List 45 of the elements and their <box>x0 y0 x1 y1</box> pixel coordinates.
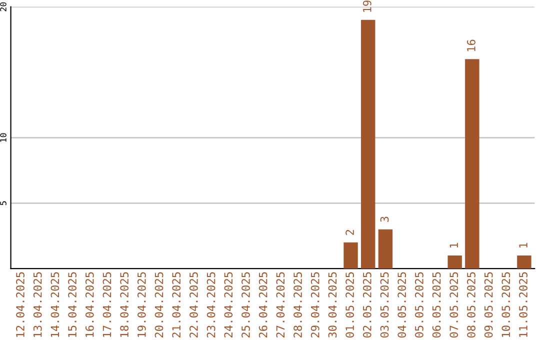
data-label: 16 <box>467 40 476 52</box>
x-tick-label: 09.05.2025 <box>484 272 493 338</box>
data-label: 19 <box>362 0 372 12</box>
x-tick-label: 24.04.2025 <box>224 272 233 338</box>
x-tick-label: 12.04.2025 <box>16 272 24 337</box>
data-label: 1 <box>450 242 458 248</box>
y-tick-label: 5 <box>0 201 6 206</box>
bar <box>344 242 358 269</box>
x-tick-label: 02.05.2025 <box>362 272 372 338</box>
x-tick-label: 01.05.2025 <box>346 272 354 338</box>
x-tick-label: 08.05.2025 <box>467 272 476 338</box>
x-tick-label: 11.05.2025 <box>519 272 528 337</box>
bar <box>360 20 376 269</box>
y-tick-label: 20 <box>0 2 6 12</box>
x-tick-label: 23.04.2025 <box>206 272 216 338</box>
x-tick-label: 28.04.2025 <box>294 272 302 338</box>
x-tick-label: 19.04.2025 <box>137 272 146 337</box>
bar <box>378 229 393 269</box>
data-label: 2 <box>346 230 354 235</box>
bar <box>517 256 532 269</box>
x-tick-label: 25.04.2025 <box>242 272 250 338</box>
x-tick-label: 20.04.2025 <box>154 272 164 338</box>
x-tick-label: 07.05.2025 <box>450 272 458 338</box>
x-tick-label: 17.04.2025 <box>102 272 112 337</box>
x-tick-label: 15.04.2025 <box>68 272 76 337</box>
data-label: 1 <box>519 242 528 248</box>
x-tick-label: 13.04.2025 <box>33 272 42 337</box>
x-tick-label: 06.05.2025 <box>432 272 441 338</box>
bar <box>465 59 480 269</box>
x-tick-label: 30.04.2025 <box>328 272 337 338</box>
x-tick-label: 21.04.2025 <box>172 272 181 338</box>
x-tick-label: 10.05.2025 <box>502 272 510 337</box>
x-tick-label: 22.04.2025 <box>190 272 198 338</box>
x-tick-label: 05.05.2025 <box>414 272 424 338</box>
y-tick-label: 10 <box>0 133 6 142</box>
x-tick-label: 26.04.2025 <box>258 272 268 338</box>
x-tick-label: 03.05.2025 <box>380 272 389 338</box>
bar <box>448 256 462 269</box>
x-tick-label: 18.04.2025 <box>120 272 129 337</box>
x-tick-label: 14.04.2025 <box>50 272 60 337</box>
x-tick-label: 27.04.2025 <box>276 272 285 338</box>
data-label: 3 <box>380 216 389 222</box>
x-tick-label: 29.04.2025 <box>310 272 320 338</box>
x-tick-label: 16.04.2025 <box>85 272 94 337</box>
x-tick-label: 04.05.2025 <box>398 272 406 338</box>
